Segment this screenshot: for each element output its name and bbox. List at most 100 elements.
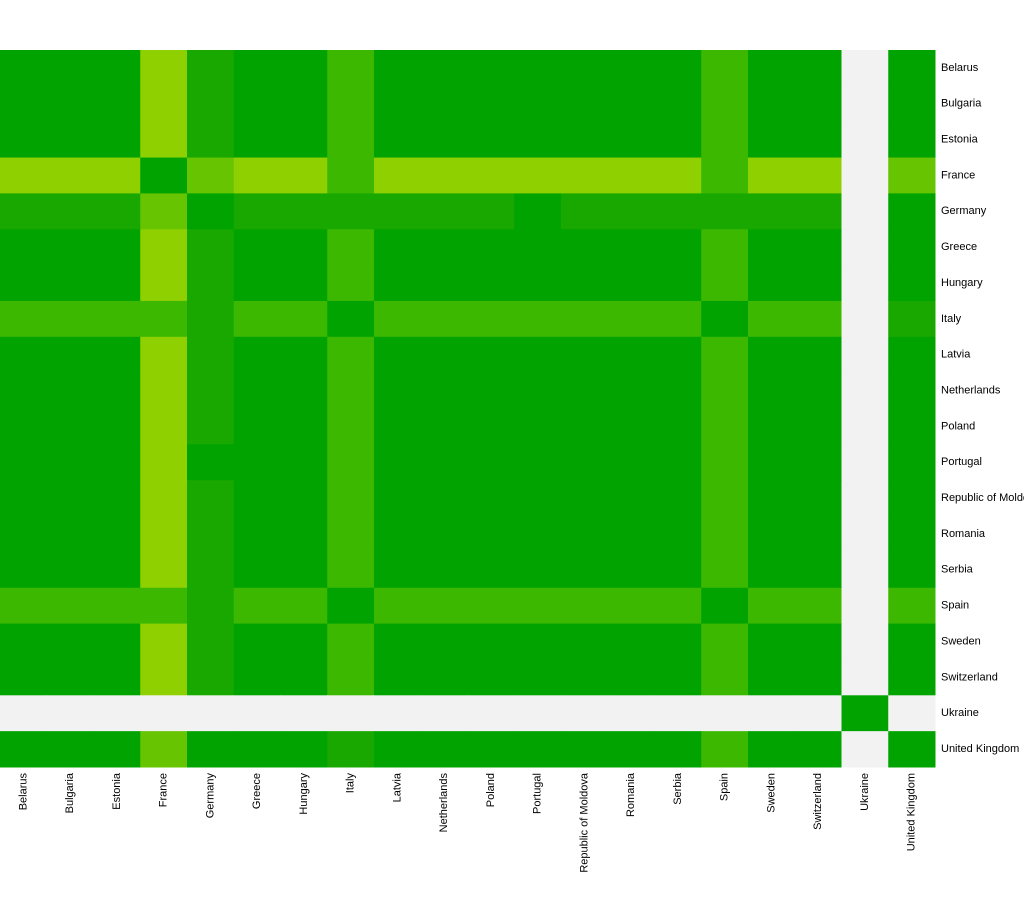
heatmap-cell xyxy=(748,659,796,696)
heatmap-cell xyxy=(748,623,796,660)
heatmap-cell xyxy=(888,193,936,230)
column-label: Republic of Moldova xyxy=(578,772,590,873)
heatmap-cell xyxy=(0,551,48,589)
heatmap-cell xyxy=(794,229,842,266)
heatmap-cell xyxy=(888,50,936,87)
heatmap-cell xyxy=(794,193,842,230)
heatmap-cell xyxy=(514,516,562,553)
heatmap-cell xyxy=(420,623,468,660)
heatmap-cell xyxy=(420,372,468,409)
row-label: Portugal xyxy=(941,456,982,468)
heatmap-cell xyxy=(514,372,562,409)
heatmap-cell xyxy=(841,229,889,266)
heatmap-cell xyxy=(467,444,515,481)
column-label: Estonia xyxy=(111,772,123,810)
heatmap-cell xyxy=(561,85,609,123)
heatmap-cell xyxy=(748,300,796,338)
heatmap-cell xyxy=(0,695,48,732)
heatmap-cell xyxy=(420,229,468,266)
heatmap-cell xyxy=(0,336,48,374)
heatmap-cell xyxy=(561,300,609,338)
heatmap-cell xyxy=(93,336,141,374)
heatmap-cell xyxy=(187,85,235,123)
heatmap-cell xyxy=(327,229,375,266)
heatmap-cell xyxy=(374,157,422,194)
heatmap-cell xyxy=(654,229,702,266)
heatmap-cell xyxy=(327,623,375,660)
heatmap-cell xyxy=(748,193,796,230)
heatmap-cell xyxy=(280,229,328,266)
heatmap-cell xyxy=(654,265,702,302)
heatmap-cell xyxy=(841,516,889,553)
heatmap-cell xyxy=(280,731,328,768)
heatmap-cell xyxy=(654,444,702,481)
heatmap-cell xyxy=(0,659,48,696)
heatmap-cell xyxy=(654,193,702,230)
heatmap-cell xyxy=(467,265,515,302)
heatmap-cell xyxy=(748,229,796,266)
heatmap-cell xyxy=(654,372,702,409)
column-label: Switzerland xyxy=(812,773,824,830)
heatmap-cell xyxy=(514,623,562,660)
heatmap-cell xyxy=(140,587,188,625)
heatmap-cell xyxy=(280,121,328,159)
heatmap-cell xyxy=(794,587,842,625)
heatmap-cell xyxy=(467,50,515,87)
heatmap-cell xyxy=(0,480,48,517)
heatmap-cell xyxy=(140,516,188,553)
heatmap-cell xyxy=(420,157,468,194)
heatmap-cell xyxy=(888,121,936,159)
heatmap-cell xyxy=(374,193,422,230)
heatmap-cell xyxy=(514,587,562,625)
column-label: Sweden xyxy=(765,773,777,813)
heatmap-cell xyxy=(233,408,281,445)
heatmap-cell xyxy=(888,444,936,481)
heatmap-cell xyxy=(46,336,94,374)
heatmap-cell xyxy=(748,516,796,553)
heatmap-cell xyxy=(280,265,328,302)
heatmap-cell xyxy=(561,551,609,589)
heatmap-cell xyxy=(794,695,842,732)
heatmap-cell xyxy=(607,265,655,302)
heatmap-cell xyxy=(794,336,842,374)
heatmap-cell xyxy=(561,265,609,302)
heatmap-cell xyxy=(187,444,235,481)
heatmap-cell xyxy=(327,50,375,87)
column-label: Belarus xyxy=(17,773,29,811)
heatmap-cell xyxy=(514,50,562,87)
heatmap-cell xyxy=(654,587,702,625)
heatmap-cell xyxy=(607,587,655,625)
heatmap-cell xyxy=(467,408,515,445)
heatmap-cell xyxy=(280,695,328,732)
heatmap-cell xyxy=(327,408,375,445)
column-label: Ukraine xyxy=(859,773,871,811)
heatmap-cell xyxy=(233,516,281,553)
heatmap-cell xyxy=(93,587,141,625)
heatmap-cell xyxy=(467,85,515,123)
heatmap-cell xyxy=(374,408,422,445)
heatmap-cell xyxy=(280,50,328,87)
heatmap-cell xyxy=(561,408,609,445)
heatmap-cell xyxy=(93,121,141,159)
heatmap-cell xyxy=(187,731,235,768)
heatmap-cell xyxy=(654,695,702,732)
heatmap-cell xyxy=(187,623,235,660)
heatmap-cell xyxy=(794,300,842,338)
heatmap-cell xyxy=(374,731,422,768)
heatmap-cell xyxy=(374,372,422,409)
column-label: Portugal xyxy=(532,773,544,814)
heatmap-cell xyxy=(514,695,562,732)
heatmap-cell xyxy=(514,551,562,589)
heatmap-cell xyxy=(0,444,48,481)
heatmap-cell xyxy=(607,50,655,87)
heatmap-cell xyxy=(327,336,375,374)
heatmap-cell xyxy=(0,516,48,553)
heatmap-cell xyxy=(748,265,796,302)
heatmap-cell xyxy=(187,408,235,445)
heatmap-cell xyxy=(607,551,655,589)
heatmap-cell xyxy=(187,300,235,338)
heatmap-cell xyxy=(420,50,468,87)
heatmap-cell xyxy=(187,372,235,409)
heatmap-cell xyxy=(748,480,796,517)
